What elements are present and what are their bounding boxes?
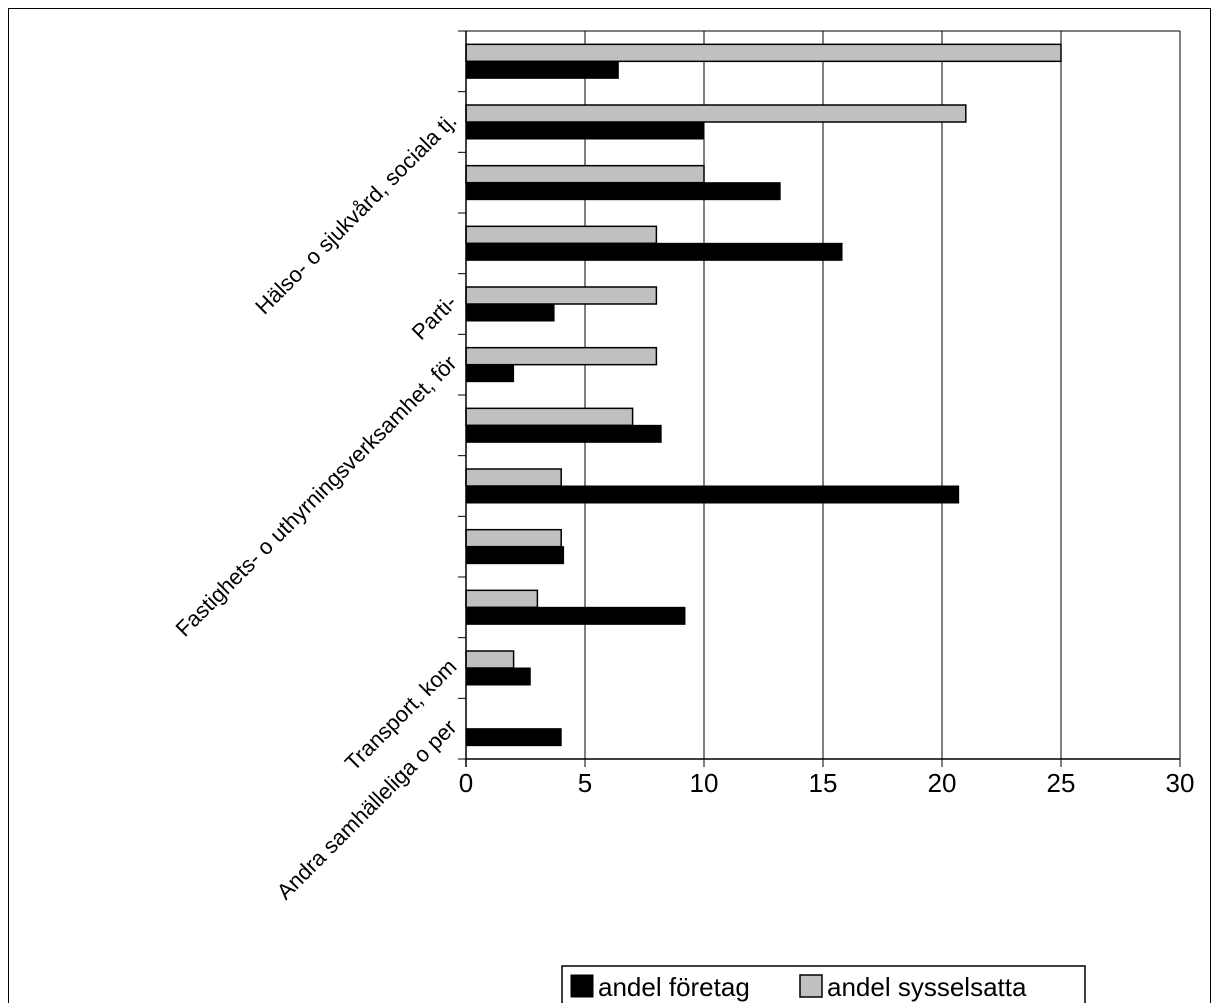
axes xyxy=(458,30,1181,767)
bars xyxy=(465,43,1062,747)
legend-swatch-foretag xyxy=(570,974,594,998)
category-label: Hälso- o sjukvård, sociala tj. xyxy=(250,108,461,319)
bar-andel-foretag xyxy=(465,364,515,383)
x-tick-label: 20 xyxy=(928,768,957,798)
x-tick-label: 10 xyxy=(690,768,719,798)
legend: andel företag andel sysselsatta xyxy=(561,965,1086,1003)
bar-andel-foretag xyxy=(465,485,960,504)
legend-box xyxy=(561,965,1086,1003)
bar-andel-foretag xyxy=(465,182,781,201)
bar-andel-foretag xyxy=(465,546,565,565)
bar-andel-sysselsatta xyxy=(465,346,658,366)
bar-andel-foretag xyxy=(465,303,555,322)
bar-andel-foretag xyxy=(465,667,531,686)
bar-andel-sysselsatta xyxy=(465,43,1062,63)
category-labels: Hälso- o sjukvård, sociala tj.Parti- Fast… xyxy=(171,108,462,904)
bar-andel-sysselsatta xyxy=(465,286,658,305)
legend-label-sysselsatta: andel sysselsatta xyxy=(827,972,1027,1002)
bar-andel-foretag xyxy=(465,606,686,625)
bar-andel-sysselsatta xyxy=(465,407,634,427)
x-tick-label: 0 xyxy=(459,768,473,798)
legend-swatch-sysselsatta xyxy=(799,974,823,998)
bar-andel-sysselsatta xyxy=(465,104,967,123)
bar-andel-foretag xyxy=(465,242,843,261)
category-label: Parti- xyxy=(407,290,462,345)
category-label: Fastighets- o uthyrningsverksamhet, för xyxy=(171,351,462,642)
x-tick-label: 15 xyxy=(809,768,838,798)
bar-andel-foretag xyxy=(465,121,705,140)
x-tick-labels: 0 5 10 15 20 25 30 xyxy=(459,768,1195,798)
bar-andel-sysselsatta xyxy=(465,468,562,487)
x-tick-label: 5 xyxy=(578,768,592,798)
gridlines xyxy=(466,30,1181,759)
bar-andel-sysselsatta xyxy=(465,650,515,669)
x-tick-label: 30 xyxy=(1166,768,1195,798)
legend-label-foretag: andel företag xyxy=(598,972,750,1002)
bar-andel-sysselsatta xyxy=(465,225,658,245)
bar-andel-sysselsatta xyxy=(465,164,705,184)
bar-andel-foretag xyxy=(465,728,562,747)
chart-frame xyxy=(8,8,1211,1003)
bar-andel-sysselsatta xyxy=(465,528,562,548)
bar-andel-foretag xyxy=(465,60,619,79)
bar-andel-sysselsatta xyxy=(465,589,539,609)
x-tick-label: 25 xyxy=(1047,768,1076,798)
bar-andel-foretag xyxy=(465,424,662,443)
